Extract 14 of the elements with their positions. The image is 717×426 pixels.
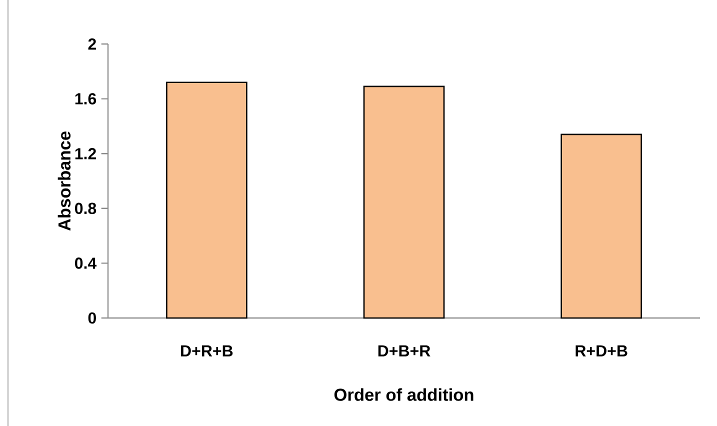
y-axis-title: Absorbance [58,132,71,231]
y-tick-label: 1.6 [75,93,96,104]
x-tick-label: D+B+R [378,345,430,356]
bar [560,134,642,319]
x-tick-label: D+R+B [181,345,233,356]
y-tick-label: 0.4 [75,258,97,269]
bar [363,86,445,319]
y-tick-label: 0.8 [75,202,96,214]
x-axis-title: Order of addition [334,388,474,401]
x-tick-label: R+D+B [576,345,628,356]
bar [166,82,248,319]
y-tick-label: 0 [88,312,96,324]
y-tick-label: 2 [88,38,96,50]
y-tick-label: 1.2 [75,148,96,160]
